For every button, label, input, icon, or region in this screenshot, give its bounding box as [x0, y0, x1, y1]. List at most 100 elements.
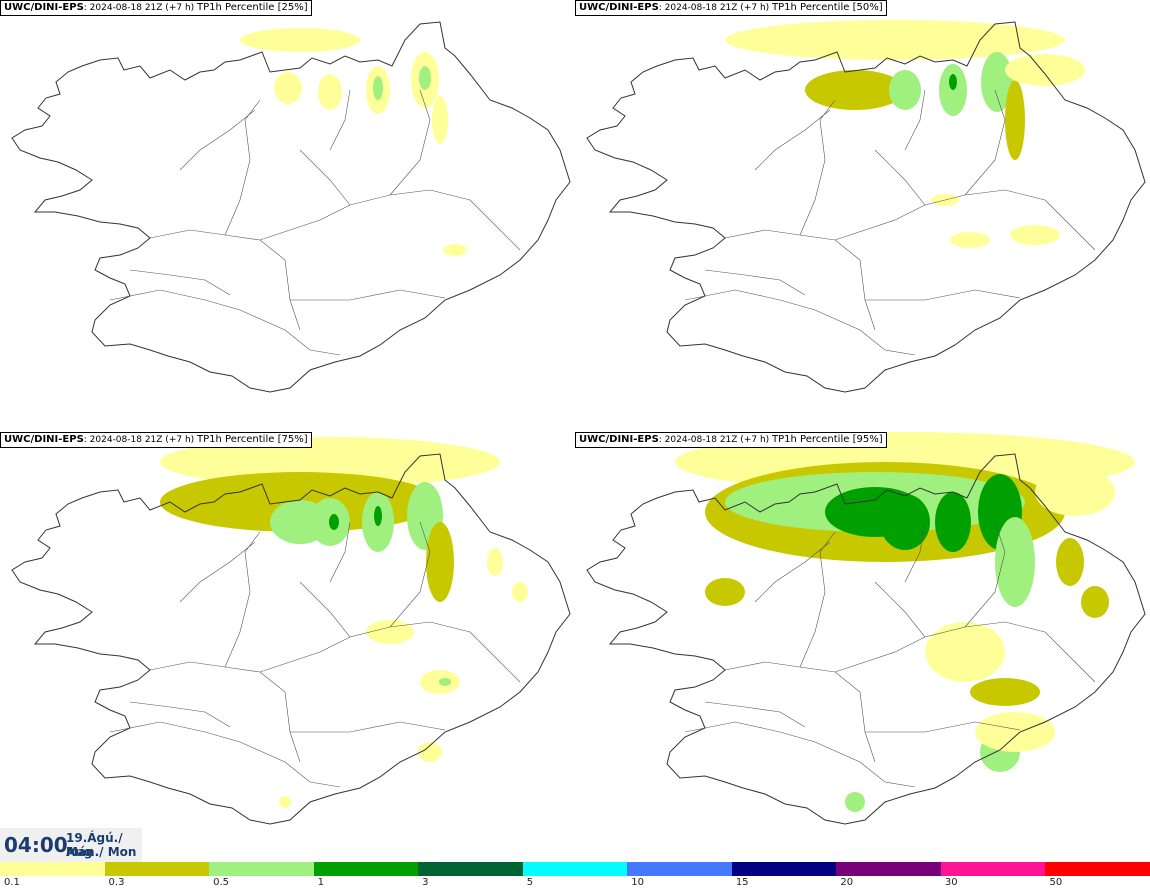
road-lines — [109, 521, 521, 788]
precip-shading — [160, 437, 528, 808]
precip-contour — [373, 76, 383, 100]
legend-label: 15 — [735, 877, 749, 888]
legend-label: 30 — [944, 877, 958, 888]
legend-label: 10 — [631, 877, 644, 888]
precip-contour — [418, 742, 442, 762]
iceland-coastline — [586, 21, 1146, 393]
precip-contour — [705, 578, 745, 606]
map-p95 — [586, 432, 1146, 825]
precip-shading — [240, 28, 467, 256]
road-line — [904, 89, 926, 151]
legend-swatch — [0, 862, 106, 876]
legend-swatch — [731, 862, 837, 876]
precip-contour — [981, 52, 1013, 112]
legend-label: 0.1 — [4, 877, 20, 888]
road-lines — [109, 89, 521, 356]
map-p50 — [586, 20, 1146, 393]
legend-swatch — [1045, 862, 1150, 876]
road-line — [259, 621, 471, 673]
road-line — [724, 229, 876, 331]
precip-contour — [432, 96, 448, 144]
legend-swatch — [522, 862, 628, 876]
precip-contour — [1010, 225, 1060, 245]
iceland-coastline — [11, 21, 571, 393]
precip-contour — [240, 28, 360, 52]
road-line — [179, 541, 256, 603]
precip-contour — [1005, 80, 1025, 160]
road-line — [799, 99, 836, 236]
precip-contour — [880, 494, 930, 550]
precip-contour — [419, 66, 431, 90]
road-line — [469, 631, 521, 683]
precip-contour — [1035, 468, 1115, 516]
road-line — [389, 89, 431, 196]
iceland-coastline — [11, 453, 571, 825]
legend-swatch — [627, 862, 733, 876]
road-line — [1044, 631, 1096, 683]
road-line — [149, 661, 301, 763]
precip-contour — [725, 20, 1065, 60]
road-lines — [684, 89, 1096, 356]
precip-contour — [274, 72, 302, 104]
road-line — [754, 109, 831, 171]
road-line — [109, 721, 341, 788]
precip-contour — [279, 796, 291, 808]
precip-contour — [487, 548, 503, 576]
road-line — [389, 521, 431, 628]
precip-contour — [329, 514, 339, 530]
precip-contour — [374, 506, 382, 526]
map-p25 — [11, 21, 571, 393]
valid-time-box: 04:00 19.Ágú./ Aug Mán./ Mon — [0, 828, 142, 862]
road-line — [724, 661, 876, 763]
map-panel-p75: UWC/DINI-EPS: 2024-08-18 21Z (+7 h) TP1h… — [0, 432, 575, 862]
road-lines — [684, 521, 1096, 788]
panel-title: UWC/DINI-EPS: 2024-08-18 21Z (+7 h) TP1h… — [0, 0, 312, 16]
map-p75 — [11, 437, 571, 825]
road-line — [704, 269, 806, 296]
road-line — [754, 541, 831, 603]
road-line — [179, 109, 256, 171]
precip-contour — [935, 492, 971, 552]
precip-contour — [925, 622, 1005, 682]
precip-shading — [725, 20, 1085, 248]
legend-label: 0.5 — [213, 877, 229, 888]
road-line — [149, 229, 301, 331]
road-line — [684, 721, 916, 788]
color-legend: 0.1 0.3 0.5 1 3 5 10 15 20 30 50 — [0, 862, 1150, 891]
precip-contour — [426, 522, 454, 602]
road-line — [290, 289, 446, 301]
road-line — [109, 289, 341, 356]
road-line — [290, 721, 446, 733]
map-panel-p50: UWC/DINI-EPS: 2024-08-18 21Z (+7 h) TP1h… — [575, 0, 1150, 430]
road-line — [1044, 199, 1096, 251]
road-line — [865, 289, 1021, 301]
precip-contour — [443, 244, 467, 256]
precip-contour — [889, 70, 921, 110]
legend-label: 3 — [422, 877, 429, 888]
precip-contour — [1005, 54, 1085, 86]
precip-contour — [1056, 538, 1084, 586]
legend-label: 50 — [1049, 877, 1063, 888]
precip-contour — [366, 620, 414, 644]
precip-contour — [805, 70, 905, 110]
road-line — [964, 521, 1006, 628]
precip-contour — [970, 678, 1040, 706]
valid-time-clock: 04:00 — [4, 833, 68, 857]
legend-label: 5 — [526, 877, 534, 888]
legend-swatch — [418, 862, 524, 876]
legend-swatch — [209, 862, 315, 876]
road-line — [224, 99, 261, 236]
legend-label: 1 — [317, 877, 324, 888]
road-line — [834, 621, 1046, 673]
map-panel-p25: UWC/DINI-EPS: 2024-08-18 21Z (+7 h) TP1h… — [0, 0, 575, 430]
precip-contour — [318, 74, 342, 110]
legend-label: 20 — [840, 877, 854, 888]
road-line — [129, 269, 231, 296]
road-line — [469, 199, 521, 251]
legend-swatch — [836, 862, 942, 876]
road-line — [129, 701, 231, 728]
legend-swatch — [104, 862, 210, 876]
precip-contour — [845, 792, 865, 812]
legend-label: 0.3 — [108, 877, 125, 888]
precip-contour — [1081, 586, 1109, 618]
